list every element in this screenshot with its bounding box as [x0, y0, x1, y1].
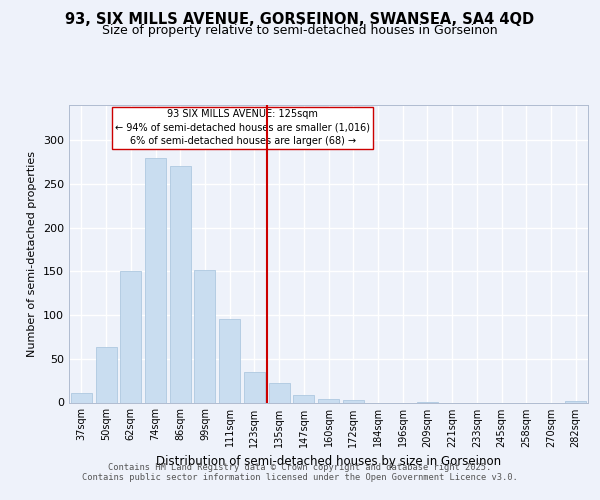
Text: Size of property relative to semi-detached houses in Gorseinon: Size of property relative to semi-detach… [102, 24, 498, 37]
Text: Contains HM Land Registry data © Crown copyright and database right 2025.: Contains HM Land Registry data © Crown c… [109, 462, 491, 471]
Bar [170, 166, 191, 402]
Text: 93 SIX MILLS AVENUE: 125sqm
← 94% of semi-detached houses are smaller (1,016)
6%: 93 SIX MILLS AVENUE: 125sqm ← 94% of sem… [115, 110, 370, 146]
Y-axis label: Number of semi-detached properties: Number of semi-detached properties [28, 151, 37, 357]
Text: Contains public sector information licensed under the Open Government Licence v3: Contains public sector information licen… [82, 474, 518, 482]
Bar [95, 348, 116, 403]
Bar [145, 158, 166, 402]
Bar [269, 383, 290, 402]
Bar [219, 320, 240, 402]
Bar [318, 399, 339, 402]
Bar [343, 400, 364, 402]
Text: 93, SIX MILLS AVENUE, GORSEINON, SWANSEA, SA4 4QD: 93, SIX MILLS AVENUE, GORSEINON, SWANSEA… [65, 12, 535, 28]
Bar [71, 393, 92, 402]
Bar [565, 401, 586, 402]
X-axis label: Distribution of semi-detached houses by size in Gorseinon: Distribution of semi-detached houses by … [156, 455, 501, 468]
Bar [244, 372, 265, 402]
Bar [120, 271, 141, 402]
Bar [293, 394, 314, 402]
Bar [194, 270, 215, 402]
